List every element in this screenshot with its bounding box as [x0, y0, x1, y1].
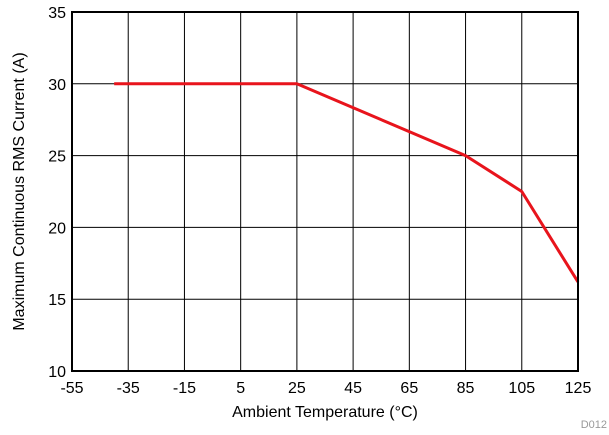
x-tick-label: 65 — [400, 380, 418, 397]
x-axis-label: Ambient Temperature (°C) — [232, 404, 418, 421]
x-tick-label: -55 — [60, 380, 83, 397]
x-tick-label: 5 — [236, 380, 245, 397]
y-axis-label: Maximum Continuous RMS Current (A) — [11, 52, 28, 330]
x-tick-label: -15 — [173, 380, 196, 397]
x-tick-label: 105 — [508, 380, 535, 397]
y-tick-label: 25 — [48, 149, 66, 166]
figure-id-label: D012 — [581, 419, 607, 431]
y-tick-label: 15 — [48, 292, 66, 309]
y-tick-labels: 10 15 20 25 30 35 — [48, 5, 66, 381]
x-tick-label: 45 — [344, 380, 362, 397]
x-tick-labels: -55 -35 -15 5 25 45 65 85 105 125 — [60, 380, 591, 397]
series-line — [114, 82, 580, 283]
y-tick-label: 20 — [48, 220, 66, 237]
x-tick-label: 85 — [457, 380, 475, 397]
y-tick-label: 35 — [48, 5, 66, 22]
grid-lines — [71, 11, 579, 372]
y-tick-label: 30 — [48, 77, 66, 94]
y-tick-label: 10 — [48, 364, 66, 381]
x-tick-label: -35 — [117, 380, 140, 397]
x-tick-label: 125 — [565, 380, 592, 397]
plot-frame — [71, 11, 579, 372]
x-tick-label: 25 — [288, 380, 306, 397]
series-layer — [114, 82, 580, 283]
